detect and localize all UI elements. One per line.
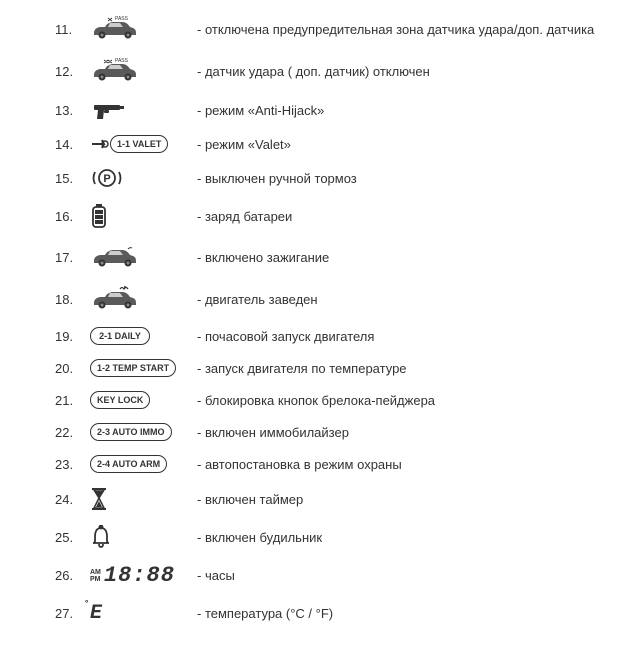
- row-description: - часы: [197, 568, 605, 583]
- row-description: - режим «Anti-Hijack»: [197, 103, 605, 118]
- svg-text:PASS: PASS: [115, 58, 129, 64]
- row-description: - включен будильник: [197, 530, 605, 545]
- legend-row: 17. - включено зажигание: [55, 243, 605, 271]
- row-number: 11.: [55, 22, 90, 37]
- legend-row: 23.2-4 AUTO ARM- автопостановка в режим …: [55, 455, 605, 473]
- icon-car-pass2: PASS: [90, 57, 195, 85]
- row-description: - блокировка кнопок брелока-пейджера: [197, 393, 605, 408]
- row-number: 18.: [55, 292, 90, 307]
- icon-pill: KEY LOCK: [90, 391, 195, 409]
- row-number: 25.: [55, 530, 90, 545]
- legend-row: 25. - включен будильник: [55, 525, 605, 549]
- row-description: - запуск двигателя по температуре: [197, 361, 605, 376]
- row-number: 26.: [55, 568, 90, 583]
- icon-bell: [90, 525, 195, 549]
- legend-row: 24. - включен таймер: [55, 487, 605, 511]
- row-number: 24.: [55, 492, 90, 507]
- row-description: - двигатель заведен: [197, 292, 605, 307]
- row-number: 23.: [55, 457, 90, 472]
- row-description: - включен иммобилайзер: [197, 425, 605, 440]
- icon-gun: [90, 99, 195, 121]
- legend-row: 11. PASS - отключена предупредительная з…: [55, 15, 605, 43]
- legend-row: 18. - двигатель заведен: [55, 285, 605, 313]
- row-number: 15.: [55, 171, 90, 186]
- icon-car-ignition: [90, 243, 195, 271]
- row-number: 16.: [55, 209, 90, 224]
- icon-pill: 2-4 AUTO ARM: [90, 455, 195, 473]
- row-number: 13.: [55, 103, 90, 118]
- icon-pill: 2-3 AUTO IMMO: [90, 423, 195, 441]
- icon-car-pass1: PASS: [90, 15, 195, 43]
- row-description: - температура (°C / °F): [197, 606, 605, 621]
- row-description: - отключена предупредительная зона датчи…: [197, 22, 605, 37]
- icon-valet: 1-1 VALET: [90, 135, 195, 153]
- legend-row: 26. AMPM 18:88 - часы: [55, 563, 605, 588]
- row-number: 21.: [55, 393, 90, 408]
- row-description: - автопостановка в режим охраны: [197, 457, 605, 472]
- row-description: - включено зажигание: [197, 250, 605, 265]
- icon-car-engine: [90, 285, 195, 313]
- legend-row: 16. - заряд батареи: [55, 203, 605, 229]
- row-description: - режим «Valet»: [197, 137, 605, 152]
- row-number: 22.: [55, 425, 90, 440]
- legend-row: 20.1-2 TEMP START- запуск двигателя по т…: [55, 359, 605, 377]
- legend-row: 14. 1-1 VALET - режим «Valet»: [55, 135, 605, 153]
- legend-row: 19.2-1 DAILY- почасовой запуск двигателя: [55, 327, 605, 345]
- row-number: 14.: [55, 137, 90, 152]
- svg-text:PASS: PASS: [115, 16, 129, 22]
- svg-text:P: P: [103, 173, 110, 185]
- row-description: - датчик удара ( доп. датчик) отключен: [197, 64, 605, 79]
- legend-row: 15. P - выключен ручной тормоз: [55, 167, 605, 189]
- icon-parking: P: [90, 167, 195, 189]
- row-number: 12.: [55, 64, 90, 79]
- icon-pill: 2-1 DAILY: [90, 327, 195, 345]
- row-number: 20.: [55, 361, 90, 376]
- icon-battery: [90, 203, 195, 229]
- legend-row: 22.2-3 AUTO IMMO- включен иммобилайзер: [55, 423, 605, 441]
- row-description: - выключен ручной тормоз: [197, 171, 605, 186]
- icon-pill: 1-2 TEMP START: [90, 359, 195, 377]
- row-number: 17.: [55, 250, 90, 265]
- legend-row: 13. - режим «Anti-Hijack»: [55, 99, 605, 121]
- row-description: - почасовой запуск двигателя: [197, 329, 605, 344]
- legend-row: 27. °E - температура (°C / °F): [55, 602, 605, 625]
- icon-hourglass: [90, 487, 195, 511]
- row-description: - включен таймер: [197, 492, 605, 507]
- icon-temp: °E: [90, 602, 195, 625]
- row-description: - заряд батареи: [197, 209, 605, 224]
- legend-row: 21.KEY LOCK- блокировка кнопок брелока-п…: [55, 391, 605, 409]
- row-number: 19.: [55, 329, 90, 344]
- icon-clock: AMPM 18:88: [90, 563, 195, 588]
- legend-row: 12. PASS - датчик удара ( доп. датчик) о…: [55, 57, 605, 85]
